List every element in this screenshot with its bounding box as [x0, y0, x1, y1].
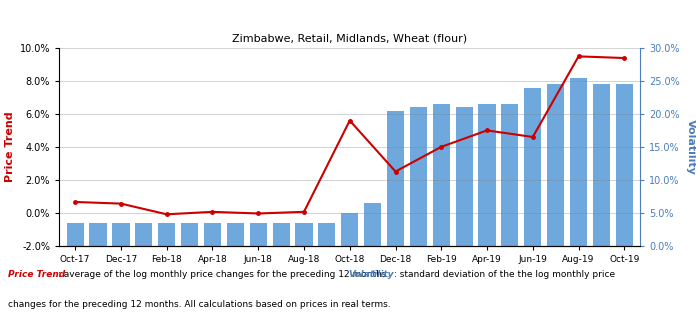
Bar	[158, 222, 175, 246]
Bar	[341, 213, 358, 246]
Text: Price Trend: Price Trend	[8, 270, 65, 279]
Y-axis label: Price Trend: Price Trend	[6, 111, 15, 182]
Bar	[250, 222, 267, 246]
Y-axis label: Volatility: Volatility	[686, 119, 696, 175]
Bar	[112, 222, 129, 246]
Bar	[204, 222, 221, 246]
Bar	[318, 222, 335, 246]
Bar	[181, 222, 198, 246]
Text: : standard deviation of the the log monthly price: : standard deviation of the the log mont…	[394, 270, 615, 279]
Bar	[547, 84, 564, 246]
Bar	[90, 222, 106, 246]
Text: changes for the preceding 12 months. All calculations based on prices in real te: changes for the preceding 12 months. All…	[8, 300, 391, 309]
Bar	[67, 222, 84, 246]
Title: Zimbabwe, Retail, Midlands, Wheat (flour): Zimbabwe, Retail, Midlands, Wheat (flour…	[232, 33, 467, 43]
Text: : average of the log monthly price changes for the preceding 12 months.: : average of the log monthly price chang…	[58, 270, 393, 279]
Bar	[295, 222, 313, 246]
Bar	[616, 84, 633, 246]
Bar	[433, 104, 450, 246]
Text: Zimbabwe - Wheat (flour): Zimbabwe - Wheat (flour)	[7, 9, 219, 24]
Bar	[135, 222, 152, 246]
Bar	[410, 107, 427, 246]
Bar	[478, 104, 496, 246]
Bar	[227, 222, 244, 246]
Bar	[501, 104, 519, 246]
Bar	[570, 78, 587, 246]
Text: Volatility: Volatility	[349, 270, 394, 279]
Bar	[593, 84, 610, 246]
Bar	[364, 203, 381, 246]
Bar	[524, 88, 541, 246]
Bar	[273, 222, 290, 246]
Bar	[456, 107, 473, 246]
Bar	[387, 111, 404, 246]
